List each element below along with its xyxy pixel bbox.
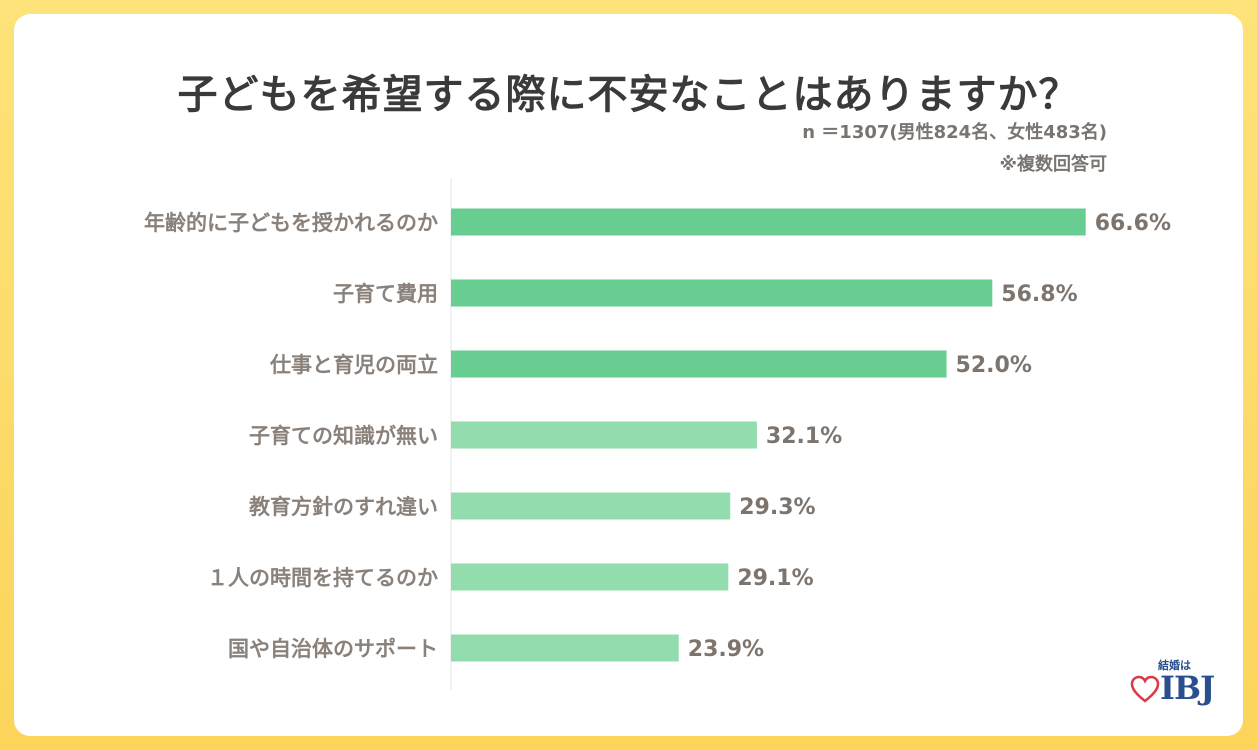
heart-outline-icon [1130,675,1160,707]
category-label: 子育て費用 [333,282,438,306]
ibj-logo: 結婚は IBJ [1130,655,1220,715]
category-label: 仕事と育児の両立 [269,353,438,377]
value-label: 23.9% [688,637,764,662]
value-label: 52.0% [956,353,1032,378]
logo-wordmark: IBJ [1160,669,1215,707]
multiple-answer-note: ※複数回答可 [999,154,1108,175]
bar [451,563,729,591]
bar [451,634,679,662]
category-label: 教育方針のすれ違い [249,495,438,519]
value-label: 56.8% [1001,282,1077,307]
category-label: 国や自治体のサポート [228,637,438,661]
value-label: 66.6% [1095,211,1171,236]
logo-tagline: 結婚は [1158,659,1191,672]
value-label: 29.3% [739,495,815,520]
chart-title: 子どもを希望する際に不安なことはありますか？ [177,72,1080,118]
bar [451,492,731,520]
category-label: 子育ての知識が無い [249,424,438,448]
bar [451,279,993,307]
value-label: 32.1% [766,424,842,449]
category-label: 年齢的に子どもを授かれるのか [144,211,438,235]
bar [451,421,757,449]
category-label: １人の時間を持てるのか [207,566,438,590]
bar [451,350,947,378]
sample-size-note: n ＝1307(男性824名、女性483名) [802,122,1107,143]
bar [451,208,1086,236]
value-label: 29.1% [737,566,813,591]
